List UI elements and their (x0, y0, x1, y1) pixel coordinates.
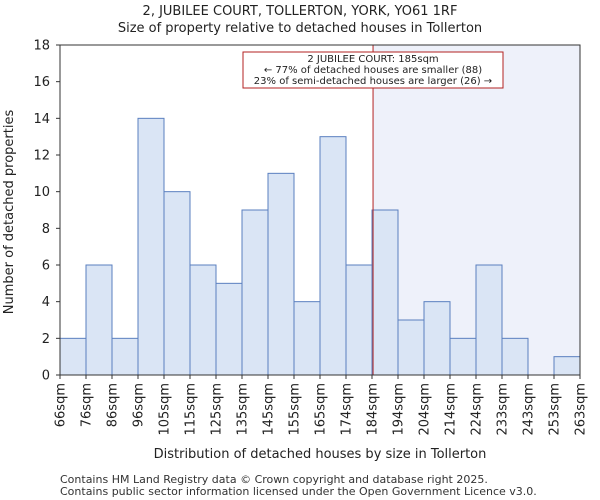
x-axis-label: Distribution of detached houses by size … (154, 447, 487, 462)
x-tick-label-214sqm: 214sqm (444, 383, 459, 436)
bar-125sqm (215, 282, 243, 376)
x-tick-label-86sqm: 86sqm (106, 383, 121, 427)
x-tick-label-145sqm: 145sqm (262, 383, 277, 436)
bar-233sqm (501, 337, 529, 376)
x-tick-label-76sqm: 76sqm (80, 383, 95, 427)
x-axis: 66sqm 76sqm 86sqm 96sqm 105sqm 115sqm 125sqm 13… (54, 375, 589, 436)
chart-title: 2, JUBILEE COURT, TOLLERTON, YORK, YO61 … (142, 4, 458, 19)
y-tick-label-2: 2 (42, 332, 50, 347)
chart-subtitle: Size of property relative to detached ho… (117, 21, 483, 36)
y-tick-label-14: 14 (33, 112, 50, 127)
bar-86sqm (111, 337, 139, 376)
x-tick-label-233sqm: 233sqm (496, 383, 511, 436)
x-tick-label-243sqm: 243sqm (522, 383, 537, 436)
footer-copyright: Contains HM Land Registry data © Crown c… (60, 473, 488, 486)
bar-96sqm (137, 117, 165, 376)
x-tick-label-125sqm: 125sqm (210, 383, 225, 436)
x-tick-label-155sqm: 155sqm (288, 383, 303, 436)
bar-194sqm (397, 319, 425, 376)
x-tick-label-165sqm: 165sqm (314, 383, 329, 436)
bar-76sqm (85, 264, 113, 376)
bar-145sqm (267, 172, 295, 376)
x-tick-label-66sqm: 66sqm (54, 383, 69, 427)
bar-115sqm (189, 264, 217, 376)
x-tick-label-204sqm: 204sqm (418, 383, 433, 436)
y-tick-label-8: 8 (42, 222, 50, 237)
bar-135sqm (241, 209, 269, 376)
bar-184sqm (371, 209, 399, 376)
x-tick-label-105sqm: 105sqm (158, 383, 173, 436)
y-tick-label-10: 10 (33, 185, 50, 200)
bar-165sqm (319, 136, 347, 376)
bars-group (59, 117, 581, 376)
x-tick-label-96sqm: 96sqm (132, 383, 147, 427)
y-axis-label: Number of detached properties (2, 110, 17, 315)
x-tick-label-115sqm: 115sqm (184, 383, 199, 436)
x-tick-label-135sqm: 135sqm (236, 383, 251, 436)
bar-66sqm (59, 337, 87, 376)
annotation-line-2: ← 77% of detached houses are smaller (88… (264, 65, 482, 76)
y-tick-label-18: 18 (33, 39, 50, 54)
bar-224sqm (475, 264, 503, 376)
annotation-line-1: 2 JUBILEE COURT: 185sqm (307, 54, 438, 65)
y-axis: 0 2 4 6 8 10 12 14 16 18 (33, 39, 60, 384)
annotation-line-3: 23% of semi-detached houses are larger (… (254, 76, 492, 87)
y-tick-label-0: 0 (42, 369, 50, 384)
x-tick-label-253sqm: 253sqm (548, 383, 563, 436)
x-tick-label-184sqm: 184sqm (366, 383, 381, 436)
y-tick-label-12: 12 (33, 149, 50, 164)
y-tick-label-6: 6 (42, 259, 50, 274)
footer-licence: Contains public sector information licen… (60, 485, 537, 498)
bar-105sqm (163, 191, 191, 376)
x-tick-label-194sqm: 194sqm (392, 383, 407, 436)
bar-214sqm (449, 337, 477, 376)
bar-174sqm (345, 264, 373, 376)
annotation-border (242, 51, 504, 89)
x-tick-label-263sqm: 263sqm (574, 383, 589, 436)
y-tick-label-16: 16 (33, 75, 50, 90)
bar-204sqm (423, 301, 451, 376)
bar-253sqm (553, 356, 581, 376)
x-tick-label-174sqm: 174sqm (340, 383, 355, 436)
annotation-box: 2 JUBILEE COURT: 185sqm ← 77% of detache… (242, 51, 504, 89)
plot-frame (59, 44, 581, 376)
x-tick-label-224sqm: 224sqm (470, 383, 485, 436)
y-tick-label-4: 4 (42, 295, 50, 310)
bar-155sqm (293, 301, 321, 376)
